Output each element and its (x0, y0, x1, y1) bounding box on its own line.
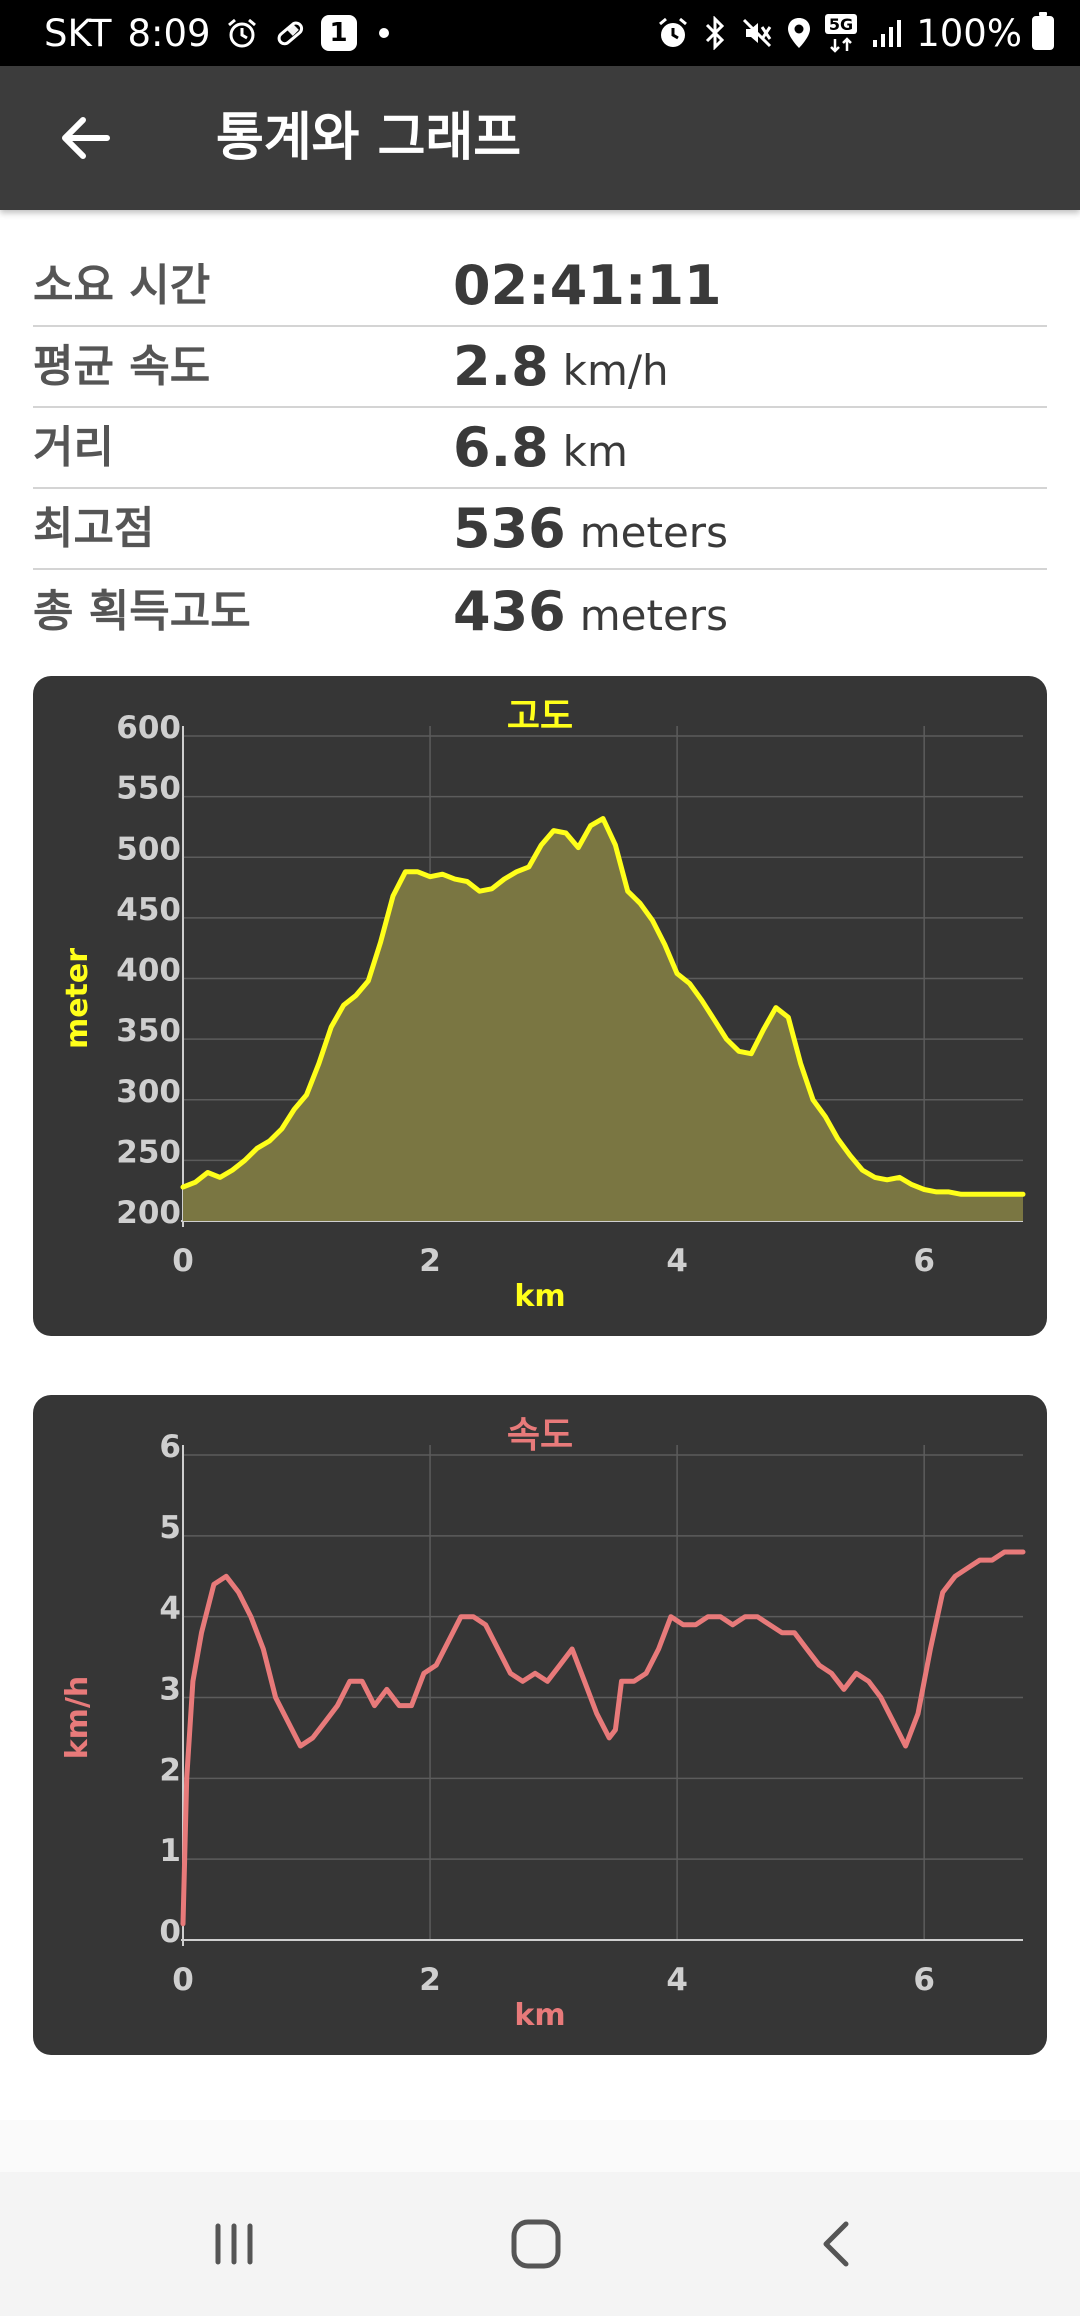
stat-value: 02:41:11 (453, 254, 722, 317)
signal-icon (870, 16, 904, 50)
speed-chart: 0 1 2 3 4 5 6 0 2 4 6 속도 km km/h (60, 1415, 1026, 2033)
stat-number: 536 (453, 497, 566, 560)
system-back-button[interactable] (778, 2202, 898, 2286)
stat-row-max-elevation: 최고점 536 meters (33, 489, 1047, 570)
stat-number: 2.8 (453, 335, 549, 398)
page-title: 통계와 그래프 (216, 108, 522, 168)
x-tick-label: 4 (666, 1243, 688, 1279)
home-button[interactable] (476, 2202, 596, 2286)
battery-percent: 100% (916, 11, 1022, 55)
back-icon (823, 2221, 849, 2267)
y-tick-label: 1 (159, 1833, 181, 1869)
y-tick-label: 500 (116, 831, 181, 867)
app-bar: 통계와 그래프 (0, 66, 1080, 210)
y-tick-label: 4 (159, 1591, 181, 1627)
stat-row-duration: 소요 시간 02:41:11 (33, 246, 1047, 327)
stat-label: 최고점 (33, 503, 155, 554)
stat-row-distance: 거리 6.8 km (33, 408, 1047, 489)
stat-row-elevation-gain: 총 획득고도 436 meters (33, 570, 1047, 651)
y-tick-label: 2 (159, 1752, 181, 1788)
stat-label: 총 획득고도 (33, 586, 251, 637)
y-tick-label: 600 (116, 710, 181, 746)
x-tick-label: 0 (172, 1243, 194, 1279)
clock-time: 8:09 (127, 11, 211, 55)
elevation-chart-card[interactable]: 200 250 300 350 400 450 500 550 600 0 2 4 6 고도 km meter (33, 676, 1047, 1336)
notification-badge: 1 (320, 15, 357, 51)
y-tick-label: 0 (159, 1914, 181, 1950)
chart-title: 고도 (507, 696, 573, 737)
y-tick-label: 400 (116, 953, 181, 989)
stat-unit: meters (579, 591, 728, 640)
speed-chart-card[interactable]: 0 1 2 3 4 5 6 0 2 4 6 속도 km km/h (33, 1395, 1047, 2055)
vibrate-mute-icon (740, 16, 774, 50)
stat-value: 2.8 km/h (453, 335, 669, 398)
alarm-clock-icon (225, 16, 259, 50)
chart-title: 속도 (507, 1415, 573, 1456)
x-tick-label: 0 (172, 1962, 194, 1998)
network-type-label: 5G (829, 15, 853, 34)
x-axis-label: km (514, 1279, 565, 1314)
5g-icon: 5G (824, 13, 858, 53)
y-tick-label: 6 (159, 1429, 181, 1465)
pill-icon (273, 16, 307, 50)
status-bar: SKT 8:09 1 5G 100% (0, 0, 1080, 66)
recent-apps-button[interactable] (174, 2202, 294, 2286)
y-axis-label: km/h (60, 1676, 95, 1760)
stat-label: 소요 시간 (33, 260, 211, 311)
stat-value: 536 meters (453, 497, 728, 560)
x-tick-label: 4 (666, 1962, 688, 1998)
dot-icon (378, 28, 389, 38)
x-tick-label: 6 (913, 1243, 935, 1279)
status-bar-left: SKT 8:09 1 (44, 0, 389, 66)
stat-label: 거리 (33, 422, 114, 473)
elevation-area (183, 818, 1023, 1221)
stat-unit: meters (579, 508, 728, 557)
arrow-left-icon (62, 117, 110, 159)
y-tick-label: 5 (159, 1510, 181, 1546)
x-tick-label: 6 (913, 1962, 935, 1998)
carrier-label: SKT (44, 11, 112, 55)
battery-icon (1032, 12, 1054, 50)
location-icon (786, 16, 812, 50)
recent-apps-icon (215, 2223, 253, 2265)
y-tick-label: 550 (116, 771, 181, 807)
stat-value: 436 meters (453, 580, 728, 643)
elevation-chart: 200 250 300 350 400 450 500 550 600 0 2 4 6 고도 km meter (60, 696, 1026, 1314)
y-tick-label: 350 (116, 1013, 181, 1049)
y-tick-label: 200 (116, 1195, 181, 1231)
stat-unit: km (562, 427, 628, 476)
stat-value: 6.8 km (453, 416, 628, 479)
y-tick-label: 250 (116, 1134, 181, 1170)
status-bar-right: 5G 100% (644, 0, 1054, 66)
bottom-spacer (0, 2120, 1080, 2172)
alarm-icon (656, 16, 690, 50)
y-tick-label: 300 (116, 1074, 181, 1110)
stat-unit: km/h (562, 346, 669, 395)
stat-number: 6.8 (453, 416, 549, 479)
y-tick-label: 450 (116, 892, 181, 928)
series-line (180, 816, 1026, 1197)
y-tick-label: 3 (159, 1672, 181, 1708)
x-axis-label: km (514, 1998, 565, 2033)
back-button[interactable] (40, 102, 130, 174)
stat-row-avg-speed: 평균 속도 2.8 km/h (33, 327, 1047, 408)
stat-label: 평균 속도 (33, 341, 211, 392)
home-icon (511, 2219, 561, 2269)
x-tick-label: 2 (419, 1243, 441, 1279)
stat-number: 02:41:11 (453, 254, 722, 317)
navigation-bar (0, 2172, 1080, 2316)
bluetooth-icon (702, 16, 728, 50)
x-tick-label: 2 (419, 1962, 441, 1998)
stat-number: 436 (453, 580, 566, 643)
series-line (180, 1549, 1026, 1927)
y-axis-label: meter (60, 948, 95, 1049)
stats-list: 소요 시간 02:41:11 평균 속도 2.8 km/h 거리 6.8 km 최고… (33, 246, 1047, 651)
